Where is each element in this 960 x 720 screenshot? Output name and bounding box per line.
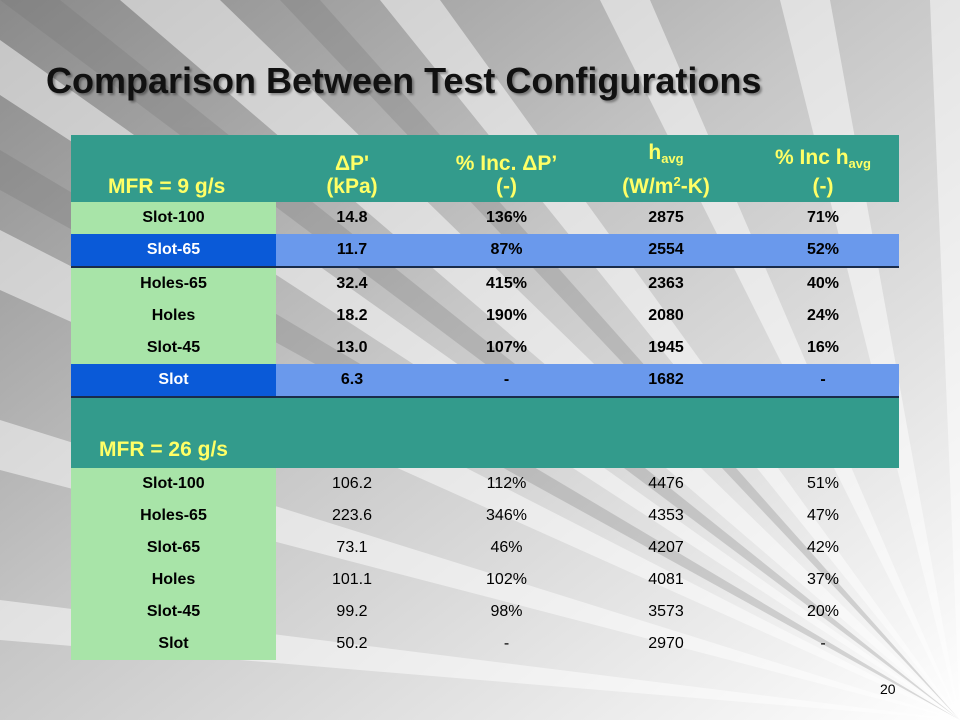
cell-havg: 2875 — [648, 209, 684, 226]
table-section-header-row: MFR = 26 g/s — [71, 397, 899, 468]
cell-dp: 106.2 — [331, 475, 373, 492]
table-row-holes-65: Holes-65 32.4 415% 2363 40% — [71, 267, 899, 300]
table-row-slot-65: Slot-65 73.1 46% 4207 42% — [71, 532, 899, 564]
cell-inc-dp: 190% — [486, 307, 527, 324]
cell-inc-h: 52% — [747, 234, 899, 268]
table-row-slot: Slot 50.2 - 2970 - — [71, 628, 899, 660]
cell-dp: 50.2 — [336, 635, 368, 652]
cell-dp: 32.4 — [336, 275, 368, 292]
cell-inc-dp: 107% — [486, 339, 527, 356]
cell-havg: 1945 — [648, 339, 684, 356]
table-row-slot-45: Slot-45 99.2 98% 3573 20% — [71, 596, 899, 628]
row-label: Slot-45 — [71, 596, 276, 628]
row-label: Slot — [71, 364, 276, 398]
row-label: Slot — [71, 628, 276, 660]
cell-dp: 73.1 — [336, 539, 368, 556]
cell-inc-h: 42% — [806, 539, 840, 556]
cell-inc-h: 24% — [806, 307, 840, 324]
cell-inc-h: 16% — [806, 339, 840, 356]
cell-inc-dp: - — [503, 635, 510, 652]
page-number: 20 — [880, 681, 896, 697]
header-havg-increase: % Inc havg (-) — [747, 135, 899, 202]
header-pressure-drop: ΔP' (kPa) — [276, 135, 428, 202]
row-label: Holes — [71, 564, 276, 596]
cell-havg: 4207 — [648, 539, 684, 556]
cell-dp: 13.0 — [336, 339, 368, 356]
row-label: Holes — [71, 300, 276, 332]
cell-dp: 223.6 — [331, 507, 373, 524]
cell-dp: 14.8 — [336, 209, 368, 226]
cell-dp: 99.2 — [336, 603, 368, 620]
table-row-slot-65-highlighted: Slot-65 11.7 87% 2554 52% — [71, 234, 899, 268]
cell-havg: 4081 — [648, 571, 684, 588]
row-label: Slot-65 — [71, 532, 276, 564]
row-label: Holes-65 — [71, 500, 276, 532]
row-label: Slot-100 — [71, 202, 276, 234]
cell-inc-dp: 415% — [486, 275, 527, 292]
cell-inc-dp: 98% — [490, 603, 523, 620]
cell-havg: 4353 — [648, 507, 684, 524]
cell-inc-h: 40% — [806, 275, 840, 292]
cell-inc-dp: 46% — [490, 539, 523, 556]
cell-inc-dp: 136% — [486, 209, 527, 226]
row-label: Holes-65 — [71, 267, 276, 300]
cell-inc-h: 37% — [806, 571, 840, 588]
cell-dp: 18.2 — [336, 307, 368, 324]
cell-havg: 3573 — [648, 603, 684, 620]
cell-havg: 4476 — [648, 475, 684, 492]
cell-inc-h: - — [820, 635, 826, 652]
table-row-holes: Holes 18.2 190% 2080 24% — [71, 300, 899, 332]
cell-dp: 6.3 — [276, 364, 428, 398]
table-row-holes-65: Holes-65 223.6 346% 4353 47% — [71, 500, 899, 532]
cell-havg: 2554 — [585, 234, 747, 268]
slide-title: Comparison Between Test Configurations — [46, 60, 762, 101]
cell-inc-h: - — [747, 364, 899, 398]
table-row-holes: Holes 101.1 102% 4081 37% — [71, 564, 899, 596]
row-label: Slot-100 — [71, 468, 276, 500]
cell-inc-h: 71% — [806, 209, 840, 226]
mfr-9-label: MFR = 9 g/s — [71, 135, 276, 202]
table-header-row: MFR = 9 g/s ΔP' (kPa) % Inc. ΔP’ (-) havg(… — [71, 135, 899, 202]
cell-havg: 2363 — [648, 275, 684, 292]
cell-inc-dp: 112% — [486, 475, 527, 492]
cell-inc-dp: 87% — [428, 234, 585, 268]
cell-inc-h: 47% — [806, 507, 840, 524]
cell-inc-h: 51% — [806, 475, 840, 492]
comparison-table: MFR = 9 g/s ΔP' (kPa) % Inc. ΔP’ (-) havg(… — [71, 135, 899, 662]
cell-havg: 2080 — [648, 307, 684, 324]
table-row-slot-100: Slot-100 106.2 112% 4476 51% — [71, 468, 899, 500]
mfr-26-label: MFR = 26 g/s — [71, 397, 899, 468]
cell-havg: 2970 — [648, 635, 684, 652]
table-row-slot-highlighted: Slot 6.3 - 1682 - — [71, 364, 899, 398]
cell-inc-h: 20% — [806, 603, 840, 620]
cell-dp: 101.1 — [331, 571, 373, 588]
cell-inc-dp: 102% — [486, 571, 527, 588]
cell-inc-dp: - — [428, 364, 585, 398]
cell-dp: 11.7 — [276, 234, 428, 268]
row-label: Slot-45 — [71, 332, 276, 364]
cell-havg: 1682 — [585, 364, 747, 398]
row-label: Slot-65 — [71, 234, 276, 268]
table-row-slot-100: Slot-100 14.8 136% 2875 71% — [71, 202, 899, 234]
header-pressure-increase: % Inc. ΔP’ (-) — [428, 135, 585, 202]
header-havg: havg (W/m2-K) — [585, 135, 747, 202]
cell-inc-dp: 346% — [486, 507, 527, 524]
table-row-slot-45: Slot-45 13.0 107% 1945 16% — [71, 332, 899, 364]
